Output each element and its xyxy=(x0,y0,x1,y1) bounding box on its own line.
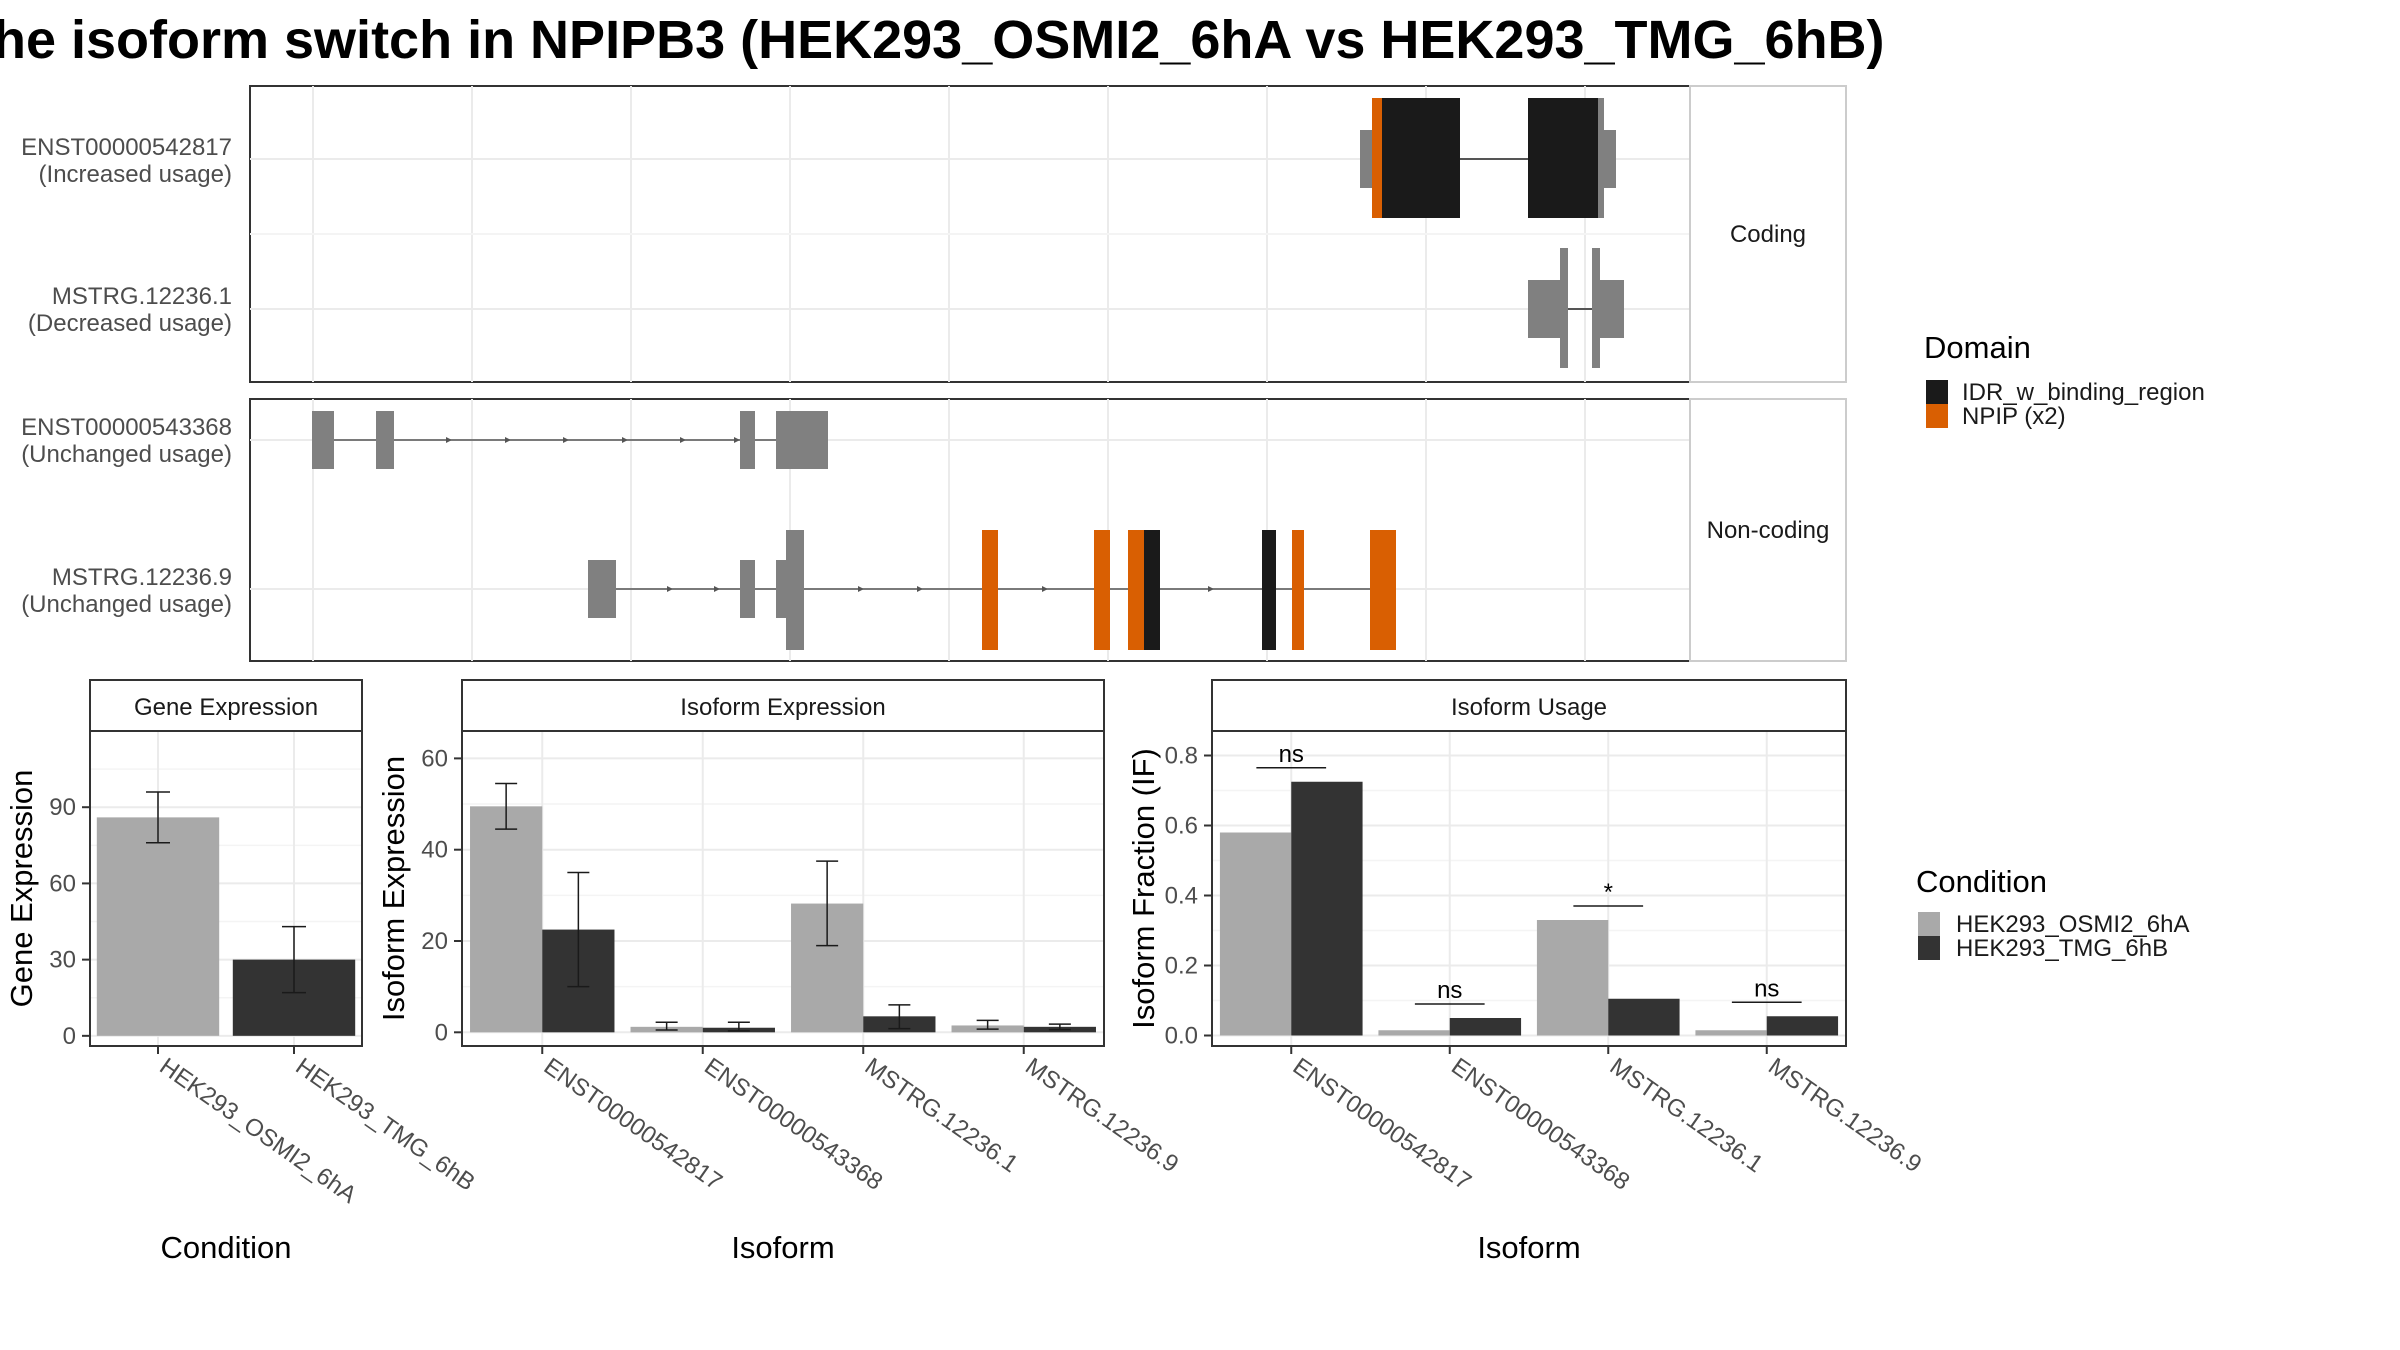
bar xyxy=(96,817,220,1036)
noncoding-strip xyxy=(1689,398,1847,662)
transcript-label-id: ENST00000543368 xyxy=(21,414,232,441)
transcript-MSTRG.12236.9 xyxy=(588,530,1396,650)
significance-label: ns xyxy=(1437,977,1462,1004)
panel-title: Gene Expression xyxy=(134,694,318,721)
panel-title: Isoform Usage xyxy=(1451,694,1607,721)
y-tick-label: 30 xyxy=(49,947,76,974)
transcript-ENST00000542817 xyxy=(1360,98,1616,218)
bar xyxy=(1219,832,1292,1036)
legend-label: IDR_w_binding_region xyxy=(1962,379,2205,406)
bar xyxy=(1536,920,1609,1036)
x-tick-label: MSTRG.12236.9 xyxy=(1020,1053,1183,1178)
y-axis-title: Isoform Fraction (IF) xyxy=(1126,748,1161,1029)
y-tick-label: 0.6 xyxy=(1165,813,1198,840)
bar xyxy=(1608,998,1680,1036)
transcript-label-usage: (Decreased usage) xyxy=(28,310,232,337)
transcript-ENST00000543368 xyxy=(312,411,828,469)
transcript-label-id: MSTRG.12236.9 xyxy=(52,564,232,591)
transcript-label-id: MSTRG.12236.1 xyxy=(52,283,232,310)
x-axis-title: Condition xyxy=(161,1230,292,1265)
legend-swatch-cond-b xyxy=(1918,936,1940,960)
noncoding-panel-bg xyxy=(249,398,1691,662)
panel-title: Isoform Expression xyxy=(680,694,885,721)
y-axis-title: Gene Expression xyxy=(4,770,39,1008)
significance-label: * xyxy=(1604,879,1613,906)
page-title: The isoform switch in NPIPB3 (HEK293_OSM… xyxy=(0,10,1885,70)
y-tick-label: 60 xyxy=(421,745,448,772)
y-tick-label: 20 xyxy=(421,928,448,955)
legend-label: NPIP (x2) xyxy=(1962,403,2066,430)
legend-swatch-npip xyxy=(1926,404,1948,428)
domain-legend-title: Domain xyxy=(1924,330,2031,365)
bar xyxy=(1291,781,1363,1036)
y-axis-title: Isoform Expression xyxy=(376,756,411,1021)
transcript-label-id: ENST00000542817 xyxy=(21,134,232,161)
bar xyxy=(1449,1018,1522,1036)
plot-border xyxy=(1211,730,1847,1047)
plot-border xyxy=(89,730,363,1047)
isoform-expression-chart: Isoform Expression0204060ENST00000542817… xyxy=(376,679,1183,1265)
y-tick-label: 0.0 xyxy=(1165,1023,1198,1050)
y-tick-label: 0.4 xyxy=(1165,883,1198,910)
transcript-label-usage: (Unchanged usage) xyxy=(21,441,232,468)
bar xyxy=(1766,1016,1839,1036)
x-tick-label: MSTRG.12236.1 xyxy=(860,1053,1023,1178)
domain-legend: Domain IDR_w_binding_region NPIP (x2) xyxy=(1924,330,2205,430)
bar xyxy=(1378,1030,1450,1036)
coding-strip-label: Coding xyxy=(1730,221,1806,248)
panel-strip xyxy=(1211,679,1847,732)
noncoding-strip-label: Non-coding xyxy=(1707,517,1830,544)
transcript-MSTRG.12236.1 xyxy=(1528,248,1624,368)
legend-label: HEK293_OSMI2_6hA xyxy=(1956,911,2189,938)
legend-label: HEK293_TMG_6hB xyxy=(1956,935,2168,962)
panel-strip xyxy=(461,679,1105,732)
significance-label: ns xyxy=(1754,975,1779,1002)
isoform-usage-chart: Isoform Usagensns*ns0.00.20.40.60.8ENST0… xyxy=(1126,679,1926,1265)
coding-strip xyxy=(1689,85,1847,383)
transcript-structure-panel: Coding xyxy=(21,85,1847,662)
y-tick-label: 0 xyxy=(63,1023,76,1050)
transcript-label-usage: (Unchanged usage) xyxy=(21,591,232,618)
y-tick-label: 40 xyxy=(421,837,448,864)
x-tick-label: MSTRG.12236.1 xyxy=(1605,1053,1768,1178)
y-tick-label: 0.8 xyxy=(1165,743,1198,770)
y-tick-label: 0.2 xyxy=(1165,953,1198,980)
y-tick-label: 0 xyxy=(435,1019,448,1046)
x-axis-title: Isoform xyxy=(731,1230,834,1265)
legend-swatch-idr xyxy=(1926,380,1948,404)
gene-expression-chart: Gene Expression0306090HEK293_OSMI2_6hAHE… xyxy=(4,679,480,1265)
significance-label: ns xyxy=(1279,741,1304,768)
x-axis-title: Isoform xyxy=(1477,1230,1580,1265)
transcript-label-usage: (Increased usage) xyxy=(39,161,232,188)
y-tick-label: 90 xyxy=(49,794,76,821)
bar xyxy=(470,806,543,1033)
condition-legend: Condition HEK293_OSMI2_6hA HEK293_TMG_6h… xyxy=(1916,864,2189,962)
condition-legend-title: Condition xyxy=(1916,864,2047,899)
legend-swatch-cond-a xyxy=(1918,912,1940,936)
y-tick-label: 60 xyxy=(49,870,76,897)
bar xyxy=(1695,1030,1767,1036)
x-tick-label: MSTRG.12236.9 xyxy=(1763,1053,1926,1178)
plot-border xyxy=(461,730,1105,1047)
